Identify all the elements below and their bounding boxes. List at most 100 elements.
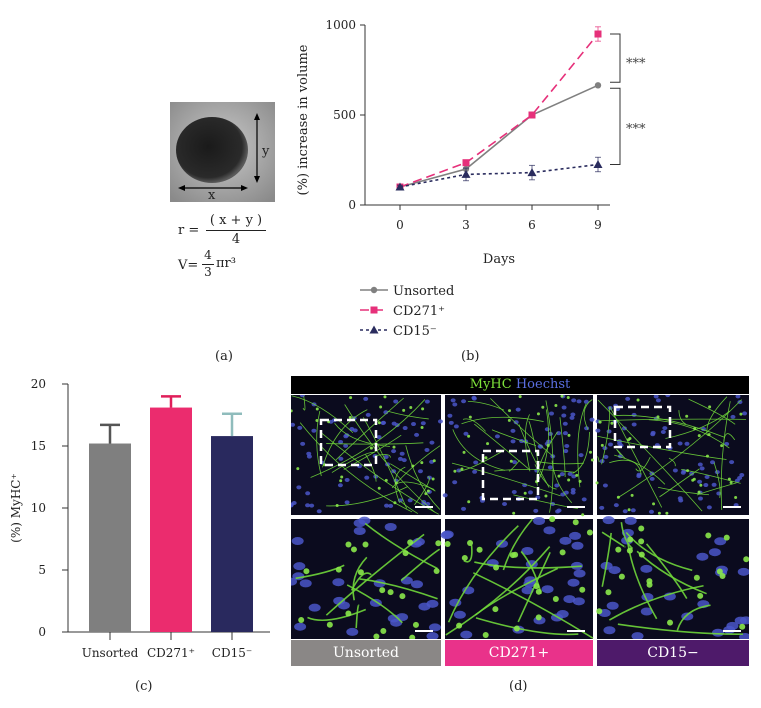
nucleus (603, 454, 609, 459)
myhc-signal (657, 511, 661, 515)
x-axis-label: Days (483, 252, 515, 267)
nucleus (410, 580, 423, 589)
myhc-signal (693, 427, 697, 431)
nucleus (384, 523, 397, 532)
myhc-signal (380, 627, 387, 634)
nucleus (391, 449, 397, 454)
myhc-signal (566, 395, 570, 399)
nucleus (562, 421, 568, 426)
myhc-signal (291, 409, 293, 413)
myhc-signal (652, 502, 656, 506)
nucleus (624, 516, 637, 525)
myotube (659, 468, 700, 498)
nucleus (533, 508, 539, 513)
myhc-signal (705, 532, 712, 539)
significance-bracket (610, 87, 621, 165)
myotube (362, 417, 408, 509)
nucleus (390, 618, 403, 627)
myhc-signal (402, 550, 409, 557)
myhc-signal (638, 538, 645, 545)
myhc-signal (432, 459, 436, 463)
nucleus (400, 576, 413, 585)
panel-b-letter: (b) (461, 349, 480, 364)
myotube (645, 543, 688, 599)
nucleus (305, 503, 311, 508)
nucleus (573, 569, 586, 578)
myhc-signal (468, 415, 472, 419)
myhc-signal (420, 461, 424, 465)
myhc-signal (533, 583, 540, 590)
myhc-signal (610, 421, 614, 425)
myotube (668, 457, 676, 467)
myotube (572, 431, 590, 474)
nucleus (737, 475, 743, 480)
nucleus (660, 430, 666, 435)
micrograph-tile (596, 516, 749, 639)
zoom-region-box (613, 405, 672, 449)
myhc-signal (387, 589, 394, 596)
legend-label: CD271⁺ (393, 304, 445, 319)
myhc-signal (544, 494, 548, 498)
nucleus (452, 402, 458, 407)
nucleus (424, 447, 430, 452)
myotube (534, 464, 557, 490)
myotube (335, 397, 404, 461)
nucleus (655, 398, 661, 403)
legend-marker (369, 325, 379, 334)
data-point (461, 169, 471, 178)
nucleus (581, 497, 587, 502)
nucleus (677, 496, 683, 501)
nucleus (735, 395, 741, 399)
bar-chart: 0 5 10 15 20 (%) MyHC⁺ Unsorted CD271⁺ CD15⁻ (9, 377, 270, 660)
nucleus (308, 603, 321, 612)
myhc-signal (513, 625, 520, 632)
myhc-signal (303, 568, 310, 575)
nucleus (344, 477, 350, 482)
nucleus (437, 419, 443, 424)
nucleus (417, 469, 423, 474)
nucleus (602, 483, 608, 488)
myhc-signal (656, 415, 660, 419)
nucleus (684, 441, 690, 446)
myotube (494, 468, 575, 473)
nucleus (376, 435, 382, 440)
nucleus (300, 441, 306, 446)
nucleus (461, 399, 467, 404)
myhc-signal (552, 595, 559, 602)
legend-marker (370, 306, 378, 314)
myhc-signal (512, 511, 516, 515)
x-tick-label: 0 (396, 218, 404, 232)
myhc-signal (379, 405, 383, 409)
myotube (657, 486, 710, 496)
myhc-signal (461, 554, 468, 561)
x-tick-label: CD15⁻ (212, 646, 252, 660)
myhc-signal (567, 478, 571, 482)
series-line (399, 33, 599, 188)
myhc-signal (462, 450, 466, 454)
nucleus (649, 476, 655, 481)
nucleus (547, 431, 553, 436)
myotube (394, 466, 406, 503)
myhc-signal (590, 458, 594, 462)
data-point (395, 182, 405, 191)
y-tick-label: 500 (333, 108, 356, 122)
nucleus (291, 422, 296, 427)
nucleus (689, 471, 695, 476)
nucleus (621, 426, 627, 431)
nucleus (699, 466, 705, 471)
panel-a (160, 90, 290, 290)
myhc-signal (426, 489, 430, 493)
nucleus (570, 412, 576, 417)
nucleus (453, 424, 459, 429)
myhc-signal (546, 444, 550, 448)
nucleus (630, 508, 636, 513)
nucleus (344, 500, 350, 505)
myotube (518, 424, 550, 488)
formula-v-den: 3 (204, 265, 212, 279)
y-dimension-label: y (262, 144, 270, 159)
nucleus (384, 503, 390, 508)
legend-item: CD271⁺ (360, 304, 445, 319)
nucleus (703, 483, 709, 488)
nucleus (471, 395, 477, 400)
nucleus (463, 431, 469, 436)
